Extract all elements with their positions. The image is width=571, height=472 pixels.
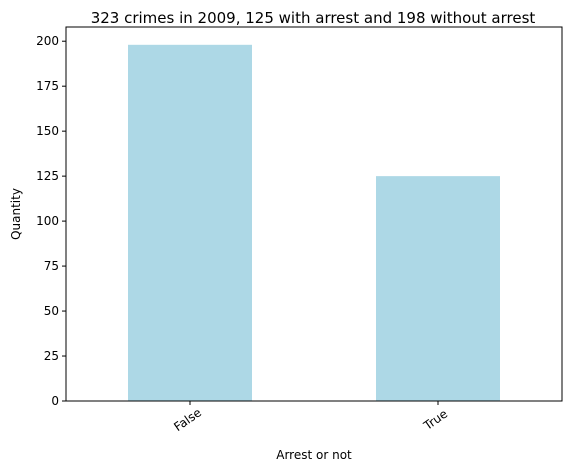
bar-true [376, 176, 500, 401]
y-tick-label: 125 [36, 169, 59, 183]
y-tick-label: 50 [44, 304, 59, 318]
bars-group [128, 44, 500, 402]
x-axis-label: Arrest or not [276, 448, 352, 462]
y-tick-label: 100 [36, 214, 59, 228]
y-tick-label: 200 [36, 34, 59, 48]
x-axis-ticks: False True [171, 401, 450, 434]
y-tick-label: 0 [51, 394, 59, 408]
y-axis-ticks: 0 25 50 75 100 125 150 175 200 [36, 34, 66, 408]
x-tick-label: True [420, 407, 450, 434]
y-tick-label: 25 [44, 349, 59, 363]
y-tick-label: 175 [36, 79, 59, 93]
y-tick-label: 150 [36, 124, 59, 138]
bar-false [128, 44, 252, 402]
chart-title: 323 crimes in 2009, 125 with arrest and … [91, 9, 536, 27]
x-tick-label: False [171, 405, 204, 434]
plot-frame [65, 26, 563, 402]
y-tick-label: 75 [44, 259, 59, 273]
y-axis-label: Quantity [9, 188, 23, 240]
